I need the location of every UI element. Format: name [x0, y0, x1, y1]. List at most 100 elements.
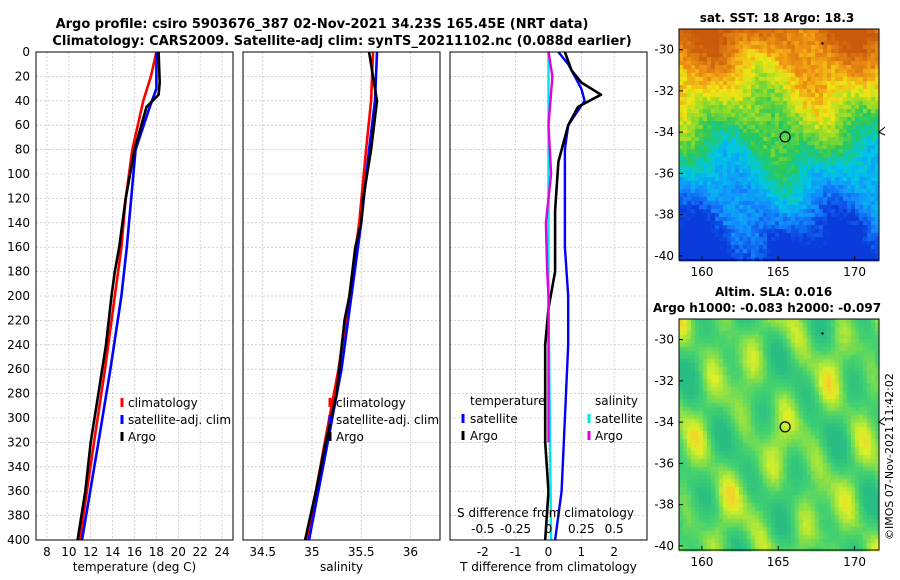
legend-label: satellite-adj. clim — [336, 413, 439, 427]
map-cell — [711, 431, 716, 436]
map-cell — [731, 355, 736, 360]
map-cell — [691, 535, 696, 540]
map-cell — [723, 245, 728, 250]
map-cell — [727, 523, 732, 528]
temperature-panel: 0204060801001201401601802002202402602803… — [7, 45, 234, 574]
map-cell — [767, 515, 772, 520]
map-cell — [835, 77, 840, 82]
map-cell — [759, 249, 764, 254]
map-cell — [763, 431, 768, 436]
map-cell — [687, 527, 692, 532]
map-cell — [683, 77, 688, 82]
map-cell — [839, 109, 844, 114]
map-cell — [807, 177, 812, 182]
map-cell — [839, 113, 844, 118]
map-cell — [807, 257, 812, 262]
map-cell — [875, 121, 880, 126]
map-cell — [819, 113, 824, 118]
map-cell — [839, 101, 844, 106]
map-cell — [795, 387, 800, 392]
map-cell — [767, 245, 772, 250]
map-cell — [759, 399, 764, 404]
map-cell — [703, 539, 708, 544]
map-cell — [691, 443, 696, 448]
map-cell — [763, 145, 768, 150]
map-cell — [767, 455, 772, 460]
map-cell — [739, 85, 744, 90]
map-cell — [795, 547, 800, 552]
map-cell — [851, 233, 856, 238]
x-tick-label: 20 — [171, 545, 186, 559]
map-cell — [723, 193, 728, 198]
map-cell — [839, 229, 844, 234]
map-cell — [687, 539, 692, 544]
map-cell — [687, 471, 692, 476]
map-cell — [695, 339, 700, 344]
map-cell — [699, 543, 704, 548]
map-cell — [747, 495, 752, 500]
map-cell — [707, 379, 712, 384]
map-cell — [803, 367, 808, 372]
map-cell — [695, 97, 700, 102]
map-cell — [787, 201, 792, 206]
map-cell — [875, 125, 880, 130]
map-cell — [679, 447, 684, 452]
map-cell — [699, 443, 704, 448]
map-cell — [711, 129, 716, 134]
map-cell — [867, 37, 872, 42]
map-cell — [691, 41, 696, 46]
map-cell — [731, 383, 736, 388]
map-cell — [711, 427, 716, 432]
map-cell — [731, 319, 736, 324]
map-cell — [779, 391, 784, 396]
map-cell — [687, 483, 692, 488]
map-cell — [787, 379, 792, 384]
x2-tick-label: -0.25 — [500, 522, 531, 536]
map-cell — [823, 217, 828, 222]
map-cell — [739, 185, 744, 190]
map-cell — [747, 427, 752, 432]
map-cell — [791, 495, 796, 500]
map-cell — [799, 379, 804, 384]
map-cell — [731, 157, 736, 162]
map-cell — [851, 137, 856, 142]
map-cell — [711, 205, 716, 210]
map-cell — [775, 225, 780, 230]
map-cell — [839, 141, 844, 146]
map-cell — [679, 483, 684, 488]
map-cell — [827, 225, 832, 230]
map-cell — [723, 339, 728, 344]
map-cell — [719, 447, 724, 452]
map-cell — [779, 253, 784, 258]
map-cell — [779, 351, 784, 356]
map-cell — [839, 97, 844, 102]
map-cell — [815, 213, 820, 218]
map-cell — [875, 225, 880, 230]
map-cell — [687, 133, 692, 138]
map-cell — [771, 479, 776, 484]
map-cell — [695, 81, 700, 86]
map-cell — [875, 217, 880, 222]
map-cell — [739, 217, 744, 222]
map-cell — [839, 41, 844, 46]
map-cell — [723, 213, 728, 218]
map-cell — [795, 471, 800, 476]
map-cell — [795, 105, 800, 110]
map-cell — [715, 169, 720, 174]
map-cell — [839, 61, 844, 66]
map-cell — [783, 45, 788, 50]
map-cell — [751, 443, 756, 448]
map-cell — [767, 237, 772, 242]
map-cell — [715, 547, 720, 552]
map-cell — [835, 245, 840, 250]
map-cell — [791, 257, 796, 262]
map-cell — [679, 395, 684, 400]
map-cell — [819, 133, 824, 138]
map-cell — [763, 233, 768, 238]
map-cell — [691, 527, 696, 532]
map-cell — [799, 109, 804, 114]
map-cell — [703, 351, 708, 356]
map-cell — [711, 483, 716, 488]
map-cell — [855, 89, 860, 94]
map-cell — [823, 201, 828, 206]
